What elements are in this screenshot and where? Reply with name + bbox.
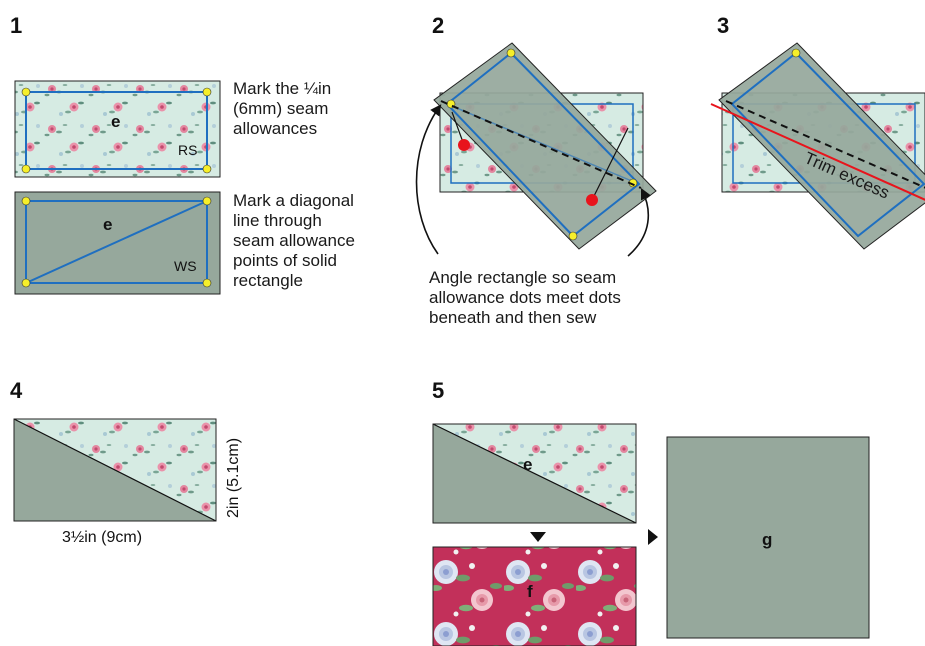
down-arrow (530, 532, 546, 542)
red-dot (586, 194, 598, 206)
step3-trim-diagram: Trim excess (710, 42, 925, 250)
red-dot (458, 139, 470, 151)
step1-printed-rectangle: e RS (14, 80, 221, 178)
step5-unit-e: e (432, 423, 637, 524)
trim-line (710, 103, 925, 201)
fabric-label-e: e (111, 112, 120, 131)
curved-arrow-left (415, 104, 442, 255)
seam-dot (506, 48, 516, 58)
sewing-line (440, 100, 642, 189)
seam-dot (202, 164, 212, 174)
step-1-number: 1 (10, 13, 22, 38)
seam-dot (791, 48, 801, 58)
seam-dot (202, 278, 212, 288)
right-side-label: RS (178, 142, 197, 158)
right-arrow (648, 529, 658, 545)
width-dimension: 3½in (9cm) (62, 529, 142, 546)
unit-label-f: f (527, 582, 533, 601)
step1-note-diagonal: Mark a diagonal line through seam allowa… (233, 191, 360, 290)
wrong-side-label: WS (174, 258, 197, 274)
seam-dot (568, 231, 578, 241)
seam-dot (21, 164, 31, 174)
step2-angled-solid-rectangle (433, 42, 657, 250)
unit-label-g: g (762, 530, 772, 549)
fabric-label-e: e (103, 215, 112, 234)
step5-unit-f: f (432, 546, 637, 646)
step-5-number: 5 (432, 378, 444, 403)
seam-dot (21, 196, 31, 206)
seam-dot (202, 196, 212, 206)
step-4-number: 4 (10, 378, 23, 403)
seam-dot (202, 87, 212, 97)
step-2-number: 2 (432, 13, 444, 38)
step1-note-seam: Mark the ¼in (6mm) seam allowances (233, 79, 336, 138)
seam-dot (21, 87, 31, 97)
diagonal-line (25, 200, 208, 284)
step2-note: Angle rectangle so seam allowance dots m… (429, 268, 626, 327)
sewing-line (725, 100, 925, 189)
unit-label-e: e (523, 455, 532, 474)
step1-solid-rectangle: e WS (14, 191, 221, 295)
height-dimension: 2in (5.1cm) (225, 438, 242, 518)
curved-arrow-right (627, 187, 652, 257)
seam-dot (21, 278, 31, 288)
step5-result-square: g (666, 436, 870, 639)
step-3-number: 3 (717, 13, 729, 38)
step4-half-square-unit (13, 418, 217, 522)
